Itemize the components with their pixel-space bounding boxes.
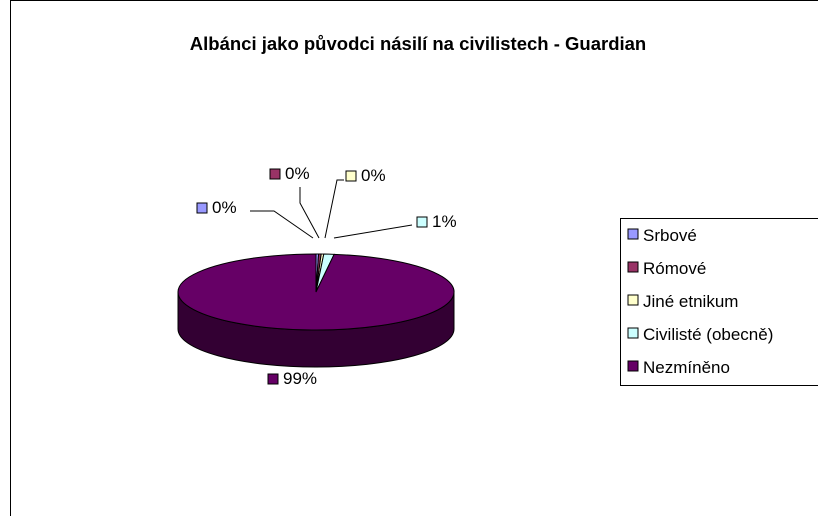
legend-swatch-2 — [627, 294, 639, 306]
leader-line-1 — [299, 187, 320, 239]
legend-swatch-0 — [627, 228, 639, 240]
data-label-key-4 — [267, 373, 279, 385]
data-label-3: 1% — [432, 212, 457, 231]
legend-box — [620, 218, 818, 386]
leader-line-2 — [324, 179, 344, 239]
legend-swatch-1 — [627, 261, 639, 273]
data-label-4: 99% — [283, 369, 317, 388]
data-label-key-3 — [416, 216, 428, 228]
chart-title: Albánci jako původci násilí na civiliste… — [190, 33, 646, 54]
leader-lines — [250, 179, 413, 239]
pie-group — [177, 253, 455, 368]
legend-label-2: Jiné etnikum — [643, 292, 738, 311]
leader-line-3 — [333, 224, 413, 239]
legend-swatch-4 — [627, 360, 639, 372]
data-label-1: 0% — [285, 164, 310, 183]
pie-slice-nezm-n-no — [177, 253, 455, 331]
data-label-key-1 — [269, 168, 281, 180]
legend-label-0: Srbové — [643, 226, 697, 245]
legend-swatch-3 — [627, 327, 639, 339]
data-label-key-2 — [345, 170, 357, 182]
data-label-key-0 — [196, 202, 208, 214]
data-label-0: 0% — [212, 198, 237, 217]
data-label-2: 0% — [361, 166, 386, 185]
legend-label-1: Rómové — [643, 259, 706, 278]
legend-label-3: Civilisté (obecně) — [643, 325, 773, 344]
leader-line-0 — [250, 210, 314, 239]
data-labels: 0% 0% 0% 1% 99% — [196, 164, 457, 388]
legend-items: Srbové Rómové Jiné etnikum Civilisté (obecn… — [627, 226, 773, 377]
legend-label-4: Nezmíněno — [643, 358, 730, 377]
